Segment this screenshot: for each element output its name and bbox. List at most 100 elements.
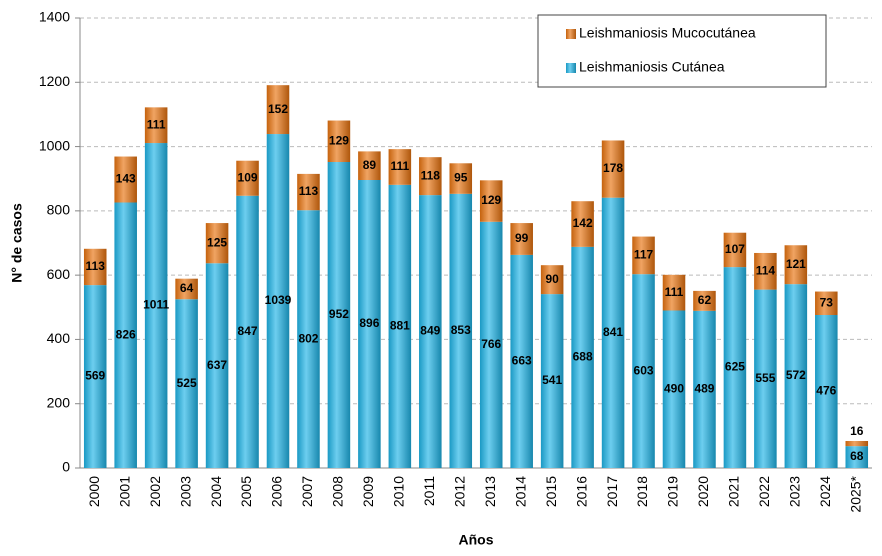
value-label: 881: [390, 319, 410, 333]
value-label: 113: [299, 184, 319, 198]
x-tick-label: 2018: [634, 476, 650, 507]
x-tick-label: 2019: [665, 476, 681, 507]
value-label: 569: [85, 369, 105, 383]
value-label: 688: [573, 350, 593, 364]
value-label: 766: [481, 337, 501, 351]
bar-segment: [83, 248, 107, 286]
value-label: 117: [634, 248, 654, 262]
x-tick-label: 2004: [208, 476, 224, 507]
value-label: 1011: [143, 298, 169, 312]
bar-segment: [510, 254, 533, 468]
bar-segment: [144, 143, 168, 469]
bar-segment: [662, 310, 686, 468]
bar-segment: [297, 210, 320, 468]
value-label: 841: [603, 325, 623, 339]
bar-segment: [693, 310, 716, 468]
bar-segment: [144, 107, 168, 144]
legend-box: [537, 14, 827, 88]
value-label: 113: [86, 259, 106, 273]
x-tick-label: 2022: [756, 476, 772, 507]
value-label: 541: [542, 373, 562, 387]
bar-segment: [632, 274, 655, 468]
x-tick-label: 2017: [604, 476, 620, 507]
bar-segment: [693, 290, 716, 311]
bar-segment: [601, 140, 625, 198]
value-label: 826: [116, 327, 136, 341]
value-label: 121: [786, 257, 806, 271]
x-tick-label: 2016: [573, 476, 589, 507]
bar-segment: [845, 441, 869, 447]
y-tick-label: 800: [47, 202, 71, 218]
bar-segment: [632, 236, 655, 275]
x-tick-label: 2006: [269, 476, 285, 507]
bar-segment: [175, 278, 198, 300]
value-label: 603: [634, 363, 654, 377]
value-label: 107: [725, 242, 745, 256]
value-label: 16: [850, 424, 864, 438]
x-tick-label: 2000: [86, 476, 102, 507]
bar-segment: [449, 163, 473, 194]
value-label: 143: [116, 172, 136, 186]
bar-segment: [358, 151, 381, 180]
bar-segment: [662, 274, 686, 311]
bar-segment: [388, 149, 412, 185]
x-tick-label: 2015: [543, 476, 559, 507]
value-label: 111: [390, 159, 409, 173]
y-tick-label: 1000: [39, 137, 70, 153]
bar-segment: [205, 263, 229, 468]
x-tick-label: 2024: [817, 476, 833, 507]
bar-segment: [419, 195, 442, 468]
bar-segment: [540, 294, 564, 468]
bar-segment: [601, 197, 625, 468]
bar-segment: [723, 267, 747, 468]
value-label: 129: [329, 133, 349, 147]
x-tick-label: 2007: [299, 476, 315, 507]
legend-swatch: [566, 29, 576, 39]
value-label: 62: [698, 293, 712, 307]
bar-segment: [236, 195, 259, 468]
y-tick-label: 0: [62, 459, 70, 475]
bar-segment: [449, 193, 473, 469]
value-label: 89: [363, 158, 377, 172]
x-tick-label: 2011: [421, 476, 437, 506]
value-label: 637: [207, 358, 227, 372]
y-tick-label: 1200: [39, 73, 70, 89]
value-label: 572: [786, 368, 806, 382]
x-tick-label: 2009: [360, 476, 376, 507]
bar-segment: [297, 173, 320, 211]
value-label: 118: [421, 168, 441, 182]
value-label: 663: [512, 354, 532, 368]
value-label: 178: [603, 161, 623, 175]
bar-segment: [266, 85, 290, 135]
x-tick-label: 2021: [726, 476, 742, 507]
bar-segment: [205, 223, 229, 264]
y-axis-title: N° de casos: [9, 203, 25, 283]
value-label: 1039: [265, 293, 292, 307]
legend-label: Leishmaniosis Cutánea: [579, 59, 725, 75]
value-label: 95: [454, 171, 468, 185]
x-tick-label: 2005: [238, 476, 254, 507]
y-tick-label: 1400: [39, 9, 70, 25]
y-tick-label: 400: [47, 330, 71, 346]
x-tick-label: 2010: [391, 476, 407, 507]
x-tick-label: 2023: [787, 476, 803, 507]
bar-segment: [479, 221, 503, 468]
x-tick-label: 2002: [147, 476, 163, 507]
value-label: 847: [238, 324, 258, 338]
x-axis-title: Años: [459, 532, 494, 548]
bar-segment: [175, 299, 198, 468]
bar-segment: [510, 223, 533, 255]
x-tick-label: 2013: [482, 476, 498, 507]
value-label: 490: [664, 381, 684, 395]
x-tick-label: 2008: [330, 476, 346, 507]
bar-segment: [571, 246, 594, 468]
value-label: 625: [725, 360, 745, 374]
bar-segment: [540, 265, 564, 295]
value-label: 129: [481, 193, 501, 207]
bar-segment: [723, 232, 747, 268]
bar-segment: [358, 180, 381, 468]
value-label: 152: [268, 102, 288, 116]
x-tick-label: 2003: [177, 476, 193, 507]
bar-segment: [327, 120, 351, 162]
